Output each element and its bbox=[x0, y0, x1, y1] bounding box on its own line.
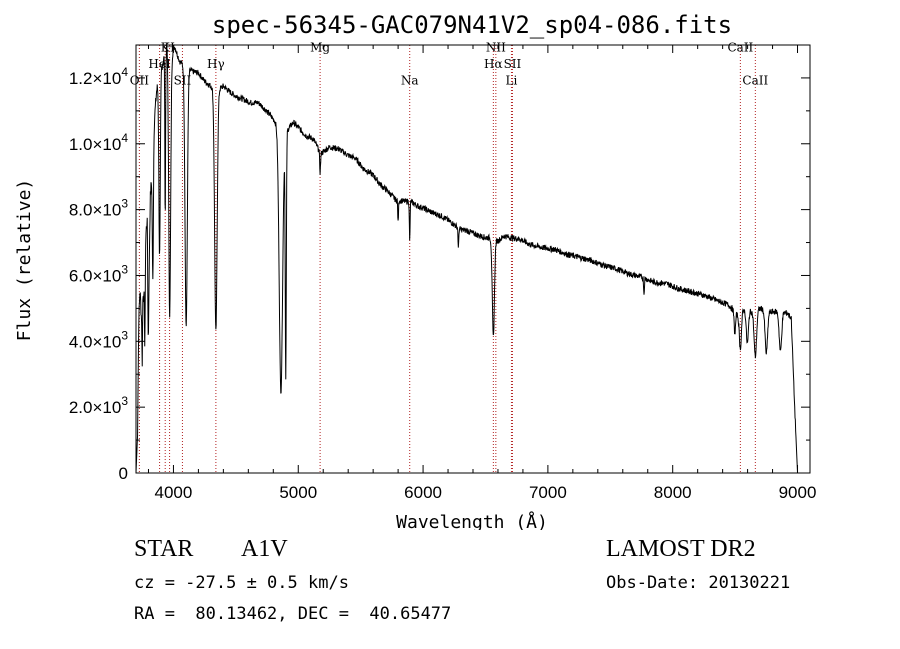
x-axis: 4000 5000 6000 7000 8000 9000 bbox=[147, 45, 817, 502]
y-tick-label: 1.0×104 bbox=[69, 131, 128, 154]
y-axis-label: Flux (relative) bbox=[14, 179, 35, 342]
y-tick-label: 1.2×104 bbox=[69, 65, 128, 88]
line-marker-label: K bbox=[161, 41, 171, 55]
line-marker-label: SII bbox=[504, 57, 522, 71]
line-marker-label: OII bbox=[130, 74, 150, 88]
line-marker-label: Na bbox=[401, 74, 419, 88]
y-tick-label: 0 bbox=[119, 464, 128, 483]
line-marker-label: Hγ bbox=[207, 57, 225, 71]
observation-date: Obs-Date: 20130221 bbox=[606, 573, 791, 593]
x-tick-label: 4000 bbox=[155, 483, 193, 502]
y-tick-label: 8.0×103 bbox=[69, 197, 128, 220]
line-marker-label: CaII bbox=[727, 41, 753, 55]
chart-title: spec-56345-GAC079N41V2_sp04-086.fits bbox=[212, 11, 732, 39]
y-tick-label: 2.0×103 bbox=[69, 394, 128, 417]
object-type: STAR bbox=[134, 536, 194, 562]
line-marker-label: NII bbox=[486, 41, 506, 55]
line-marker-label: SII bbox=[174, 74, 192, 88]
spectrum-line bbox=[135, 44, 799, 474]
y-axis: 0 2.0×103 4.0×103 6.0×103 8.0×103 1.0×104 1.2×… bbox=[69, 44, 810, 483]
line-marker-label: Li bbox=[506, 74, 518, 88]
coordinates: RA = 80.13462, DEC = 40.65477 bbox=[134, 604, 452, 624]
survey-name: LAMOST DR2 bbox=[606, 536, 756, 562]
x-tick-label: 7000 bbox=[529, 483, 567, 502]
x-tick-label: 5000 bbox=[279, 483, 317, 502]
line-marker-label: CaII bbox=[742, 74, 768, 88]
x-tick-label: 6000 bbox=[404, 483, 442, 502]
spectral-subclass: A1V bbox=[241, 536, 288, 562]
line-marker-label: Hα bbox=[484, 57, 503, 71]
y-tick-label: 6.0×103 bbox=[69, 262, 128, 285]
x-tick-label: 9000 bbox=[779, 483, 817, 502]
plot-frame bbox=[135, 44, 811, 474]
x-axis-label: Wavelength (Å) bbox=[396, 511, 548, 530]
spectrum-chart: spec-56345-GAC079N41V2_sp04-086.fits OII… bbox=[14, 11, 817, 530]
line-marker-label: H bbox=[164, 41, 174, 55]
radial-velocity: cz = -27.5 ± 0.5 km/s bbox=[134, 573, 349, 593]
line-marker-label: Mg bbox=[310, 41, 330, 55]
spectrum bbox=[135, 44, 799, 474]
x-tick-label: 8000 bbox=[654, 483, 692, 502]
line-marker-label: HeI bbox=[148, 57, 171, 71]
y-tick-label: 4.0×103 bbox=[69, 328, 128, 351]
